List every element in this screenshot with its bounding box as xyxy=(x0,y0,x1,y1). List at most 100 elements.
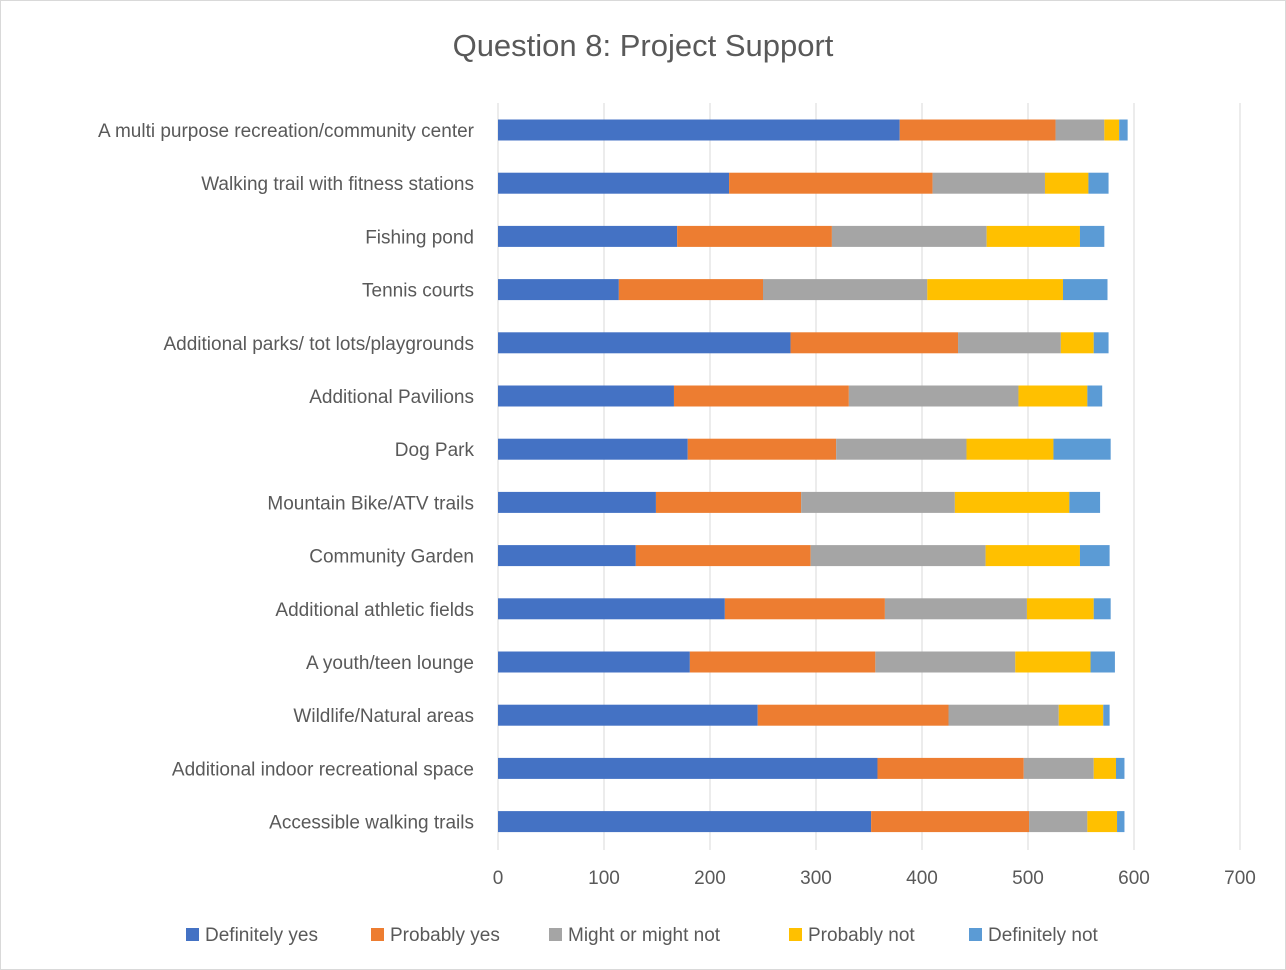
bar-segment-definitely-not xyxy=(1053,438,1111,460)
bar-segment-probably-not xyxy=(1060,332,1094,354)
bar-segment-definitely-not xyxy=(1117,811,1125,833)
x-axis-tick-labels: 0 100 200 300 400 500 600 700 xyxy=(493,868,1256,889)
bar-segment-might-or-might-not xyxy=(1023,757,1094,779)
bar-segment-definitely-not xyxy=(1093,332,1109,354)
category-label: Dog Park xyxy=(395,440,475,461)
bar-segment-probably-not xyxy=(1093,757,1116,779)
bar-segment-might-or-might-not xyxy=(810,545,986,567)
x-tick-label: 600 xyxy=(1118,868,1150,889)
bar-segment-probably-yes xyxy=(877,757,1024,779)
category-label: Accessible walking trails xyxy=(269,813,474,834)
category-label: Additional athletic fields xyxy=(275,600,474,621)
bar-segment-definitely-yes xyxy=(498,491,656,513)
bar-segment-definitely-yes xyxy=(498,651,690,673)
bar-segment-probably-not xyxy=(1015,651,1091,673)
bar-segment-definitely-yes xyxy=(498,119,900,141)
x-tick-label: 100 xyxy=(588,868,620,889)
x-tick-label: 200 xyxy=(694,868,726,889)
legend-swatch xyxy=(549,928,562,941)
bar-segment-probably-yes xyxy=(677,225,832,247)
bar-segment-definitely-yes xyxy=(498,598,725,620)
bar-segment-probably-not xyxy=(985,545,1080,567)
bar-segment-might-or-might-not xyxy=(848,385,1019,407)
category-label: A multi purpose recreation/community cen… xyxy=(98,121,475,142)
bar-segment-probably-not xyxy=(986,225,1080,247)
bar-segment-probably-yes xyxy=(673,385,849,407)
x-tick-label: 400 xyxy=(906,868,938,889)
bar-segment-probably-not xyxy=(954,491,1070,513)
category-label: Additional Pavilions xyxy=(309,387,474,408)
bar-segment-probably-yes xyxy=(724,598,885,620)
chart-title: Question 8: Project Support xyxy=(452,28,834,63)
legend-swatch xyxy=(969,928,982,941)
bar-segment-might-or-might-not xyxy=(763,279,928,301)
bar-segment-definitely-yes xyxy=(498,279,619,301)
bar-segment-probably-yes xyxy=(635,545,811,567)
category-label: Community Garden xyxy=(309,547,474,568)
bar-segment-probably-not xyxy=(1018,385,1088,407)
bar-segment-probably-not xyxy=(927,279,1063,301)
bar-segment-definitely-not xyxy=(1088,172,1109,194)
category-label: Wildlife/Natural areas xyxy=(293,706,474,727)
bar-segment-definitely-yes xyxy=(498,704,758,726)
x-tick-label: 300 xyxy=(800,868,832,889)
bar-segment-probably-not xyxy=(966,438,1054,460)
category-label: A youth/teen lounge xyxy=(306,653,474,674)
bar-segment-might-or-might-not xyxy=(1029,811,1088,833)
x-tick-label: 700 xyxy=(1224,868,1256,889)
bar-segment-probably-not xyxy=(1044,172,1089,194)
bar-segment-probably-yes xyxy=(618,279,763,301)
category-label: Tennis courts xyxy=(362,281,474,302)
bar-segment-definitely-not xyxy=(1079,545,1110,567)
bar-segment-definitely-not xyxy=(1115,757,1125,779)
bar-segment-definitely-not xyxy=(1093,598,1111,620)
bar-segment-might-or-might-not xyxy=(831,225,987,247)
x-tick-label: 500 xyxy=(1012,868,1044,889)
bar-segment-might-or-might-not xyxy=(875,651,1016,673)
legend-label: Definitely not xyxy=(988,925,1099,946)
bar-segment-definitely-not xyxy=(1119,119,1128,141)
category-label: Additional indoor recreational space xyxy=(172,759,474,780)
legend: Definitely yes Probably yes Might or might… xyxy=(186,925,1099,946)
bar-segment-definitely-not xyxy=(1087,385,1103,407)
bar-segment-probably-not xyxy=(1087,811,1118,833)
bar-segment-definitely-not xyxy=(1090,651,1115,673)
legend-label: Probably yes xyxy=(390,925,500,946)
bar-segment-probably-yes xyxy=(689,651,876,673)
category-label: Walking trail with fitness stations xyxy=(201,174,474,195)
bar-segment-definitely-not xyxy=(1062,279,1108,301)
bar-segment-probably-not xyxy=(1104,119,1120,141)
bar-segment-definitely-yes xyxy=(498,757,878,779)
bar-segment-probably-not xyxy=(1026,598,1094,620)
bar-segment-probably-yes xyxy=(729,172,933,194)
bar-segment-definitely-yes xyxy=(498,438,688,460)
bar-segment-definitely-yes xyxy=(498,385,674,407)
bar-segment-definitely-not xyxy=(1069,491,1101,513)
bar-segment-definitely-yes xyxy=(498,332,791,354)
bar-segment-probably-yes xyxy=(655,491,802,513)
bar-segment-definitely-yes xyxy=(498,545,636,567)
bar-segment-might-or-might-not xyxy=(836,438,967,460)
bar-segment-might-or-might-not xyxy=(801,491,955,513)
bar-segment-probably-yes xyxy=(871,811,1030,833)
gridlines xyxy=(497,103,1241,850)
bar-segment-might-or-might-not xyxy=(1055,119,1105,141)
bar-segment-definitely-not xyxy=(1079,225,1105,247)
bar-segment-definitely-not xyxy=(1103,704,1110,726)
bar-segment-probably-yes xyxy=(790,332,959,354)
bar-segment-definitely-yes xyxy=(498,811,872,833)
legend-swatch xyxy=(186,928,199,941)
legend-swatch xyxy=(789,928,802,941)
bar-segment-might-or-might-not xyxy=(948,704,1059,726)
bar-segment-definitely-yes xyxy=(498,172,730,194)
bar-segment-probably-yes xyxy=(899,119,1056,141)
legend-label: Probably not xyxy=(808,925,915,946)
category-labels: A multi purpose recreation/community cen… xyxy=(98,121,475,834)
category-label: Additional parks/ tot lots/playgrounds xyxy=(163,334,474,355)
bar-segment-definitely-yes xyxy=(498,225,678,247)
x-tick-label: 0 xyxy=(493,868,504,889)
category-label: Mountain Bike/ATV trails xyxy=(267,493,474,514)
category-label: Fishing pond xyxy=(365,227,474,248)
bars xyxy=(498,119,1128,833)
